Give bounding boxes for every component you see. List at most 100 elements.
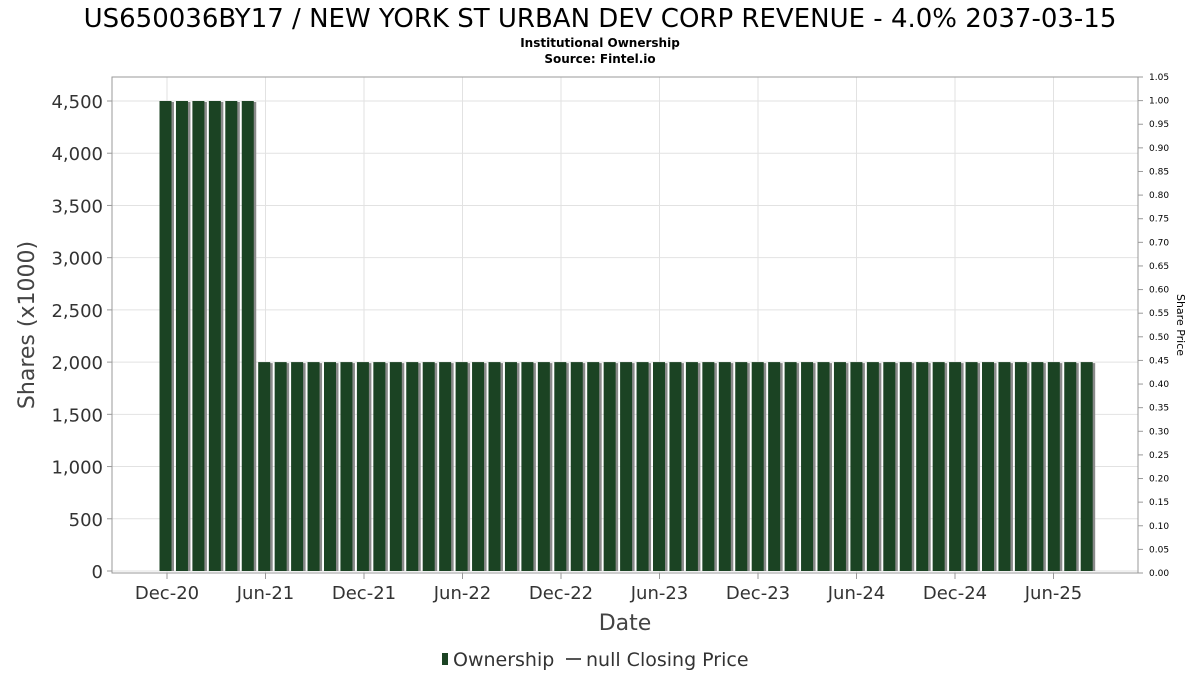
y-tick-label: 4,000 xyxy=(51,144,103,165)
ownership-bar xyxy=(307,362,320,571)
x-tick-label: Dec-23 xyxy=(726,583,790,604)
ownership-bar xyxy=(1080,362,1093,571)
ownership-bar xyxy=(899,362,912,571)
ownership-bar xyxy=(472,362,485,571)
y2-tick-label: 0.75 xyxy=(1149,215,1169,225)
ownership-bar xyxy=(455,362,468,571)
y-tick-label: 2,500 xyxy=(51,301,103,322)
x-tick-label: Jun-22 xyxy=(433,583,492,604)
chart-title: US650036BY17 / NEW YORK ST URBAN DEV COR… xyxy=(84,4,1117,34)
ownership-bar xyxy=(274,362,287,571)
ownership-bar xyxy=(735,362,748,571)
ownership-bar xyxy=(587,362,600,571)
x-tick-label: Dec-21 xyxy=(332,583,396,604)
ownership-bar xyxy=(784,362,797,571)
ownership-bar xyxy=(406,362,419,571)
y-axis-label: Shares (x1000) xyxy=(15,241,40,409)
ownership-bar xyxy=(916,362,929,571)
ownership-bar xyxy=(373,362,386,571)
ownership-bar xyxy=(439,362,452,571)
y2-tick-label: 1.05 xyxy=(1149,73,1169,83)
y-tick-label: 1,500 xyxy=(51,405,103,426)
y2-tick-label: 0.85 xyxy=(1149,167,1169,177)
ownership-bar xyxy=(883,362,896,571)
x-tick-label: Jun-21 xyxy=(236,583,295,604)
ownership-bar xyxy=(1064,362,1077,571)
ownership-bar xyxy=(192,101,205,571)
y2-tick-label: 0.60 xyxy=(1149,286,1169,296)
ownership-bar xyxy=(291,362,304,571)
ownership-bar xyxy=(175,101,188,571)
ownership-bar xyxy=(768,362,781,571)
y2-tick-label: 0.70 xyxy=(1149,238,1169,248)
ownership-bar xyxy=(570,362,583,571)
y2-tick-label: 0.35 xyxy=(1149,404,1169,414)
ownership-bar xyxy=(258,362,271,571)
ownership-bar xyxy=(718,362,731,571)
legend-price-label: null Closing Price xyxy=(586,649,749,671)
x-tick-label: Dec-22 xyxy=(529,583,593,604)
bars-layer xyxy=(159,101,1096,571)
ownership-bar xyxy=(422,362,435,571)
ownership-bar xyxy=(159,101,172,571)
y2-tick-label: 0.00 xyxy=(1149,569,1169,579)
y2-tick-label: 0.80 xyxy=(1149,191,1169,201)
y-tick-label: 500 xyxy=(69,510,103,531)
ownership-bar xyxy=(751,362,764,571)
y2-axis-label: Share Price xyxy=(1174,294,1187,356)
x-tick-label: Dec-20 xyxy=(135,583,199,604)
x-axis-label: Date xyxy=(599,611,652,636)
y-tick-label: 1,000 xyxy=(51,458,103,479)
ownership-bar xyxy=(208,101,221,571)
ownership-bar xyxy=(225,101,238,571)
ownership-bar xyxy=(241,101,254,571)
ownership-bar xyxy=(340,362,353,571)
x-tick-label: Jun-25 xyxy=(1024,583,1083,604)
ownership-bar xyxy=(521,362,534,571)
legend-ownership-swatch xyxy=(442,653,448,665)
y2-axis-ticks: 0.00 0.05 0.10 0.15 0.20 0.25 0.30 0.35 0.40 0.45… xyxy=(1138,73,1169,579)
chart-source: Source: Fintel.io xyxy=(544,52,655,66)
y-tick-label: 3,500 xyxy=(51,196,103,217)
ownership-bar xyxy=(324,362,336,571)
ownership-bar xyxy=(504,362,517,571)
y2-tick-label: 0.25 xyxy=(1149,451,1169,461)
ownership-bar xyxy=(949,362,962,571)
ownership-bar xyxy=(998,362,1011,571)
x-axis-ticks: Dec-20 Jun-21 Dec-21 Jun-22 Dec-22 Jun-23 Dec-… xyxy=(135,573,1082,604)
ownership-bar xyxy=(850,362,863,571)
y2-tick-label: 0.20 xyxy=(1149,475,1169,485)
y2-tick-label: 0.15 xyxy=(1149,498,1169,508)
ownership-bar xyxy=(620,362,633,571)
y2-tick-label: 0.40 xyxy=(1149,380,1169,390)
ownership-bar xyxy=(537,362,550,571)
x-tick-label: Dec-24 xyxy=(923,583,987,604)
ownership-bar xyxy=(554,362,567,571)
plot-area-border xyxy=(111,76,1139,574)
y2-tick-label: 0.65 xyxy=(1149,262,1169,272)
y2-tick-label: 0.55 xyxy=(1149,309,1169,319)
x-tick-label: Jun-24 xyxy=(827,583,886,604)
y-tick-label: 4,500 xyxy=(51,92,103,113)
ownership-bar xyxy=(685,362,698,571)
ownership-bar xyxy=(1047,362,1060,571)
y2-tick-label: 0.50 xyxy=(1149,333,1169,343)
ownership-bar xyxy=(488,362,501,571)
ownership-bar xyxy=(833,362,846,571)
y2-tick-label: 0.95 xyxy=(1149,120,1169,130)
legend: Ownership null Closing Price xyxy=(442,649,749,671)
y2-tick-label: 0.30 xyxy=(1149,427,1169,437)
ownership-bar xyxy=(636,362,649,571)
ownership-bar xyxy=(965,362,978,571)
ownership-bar xyxy=(1031,362,1044,571)
ownership-bar xyxy=(702,362,715,571)
ownership-bar xyxy=(1014,362,1027,571)
ownership-bar xyxy=(817,362,830,571)
x-tick-label: Jun-23 xyxy=(630,583,689,604)
ownership-bar xyxy=(801,362,814,571)
y2-tick-label: 0.10 xyxy=(1149,522,1169,532)
ownership-bar xyxy=(932,362,945,571)
y2-tick-label: 0.45 xyxy=(1149,356,1169,366)
y-tick-label: 3,000 xyxy=(51,249,103,270)
